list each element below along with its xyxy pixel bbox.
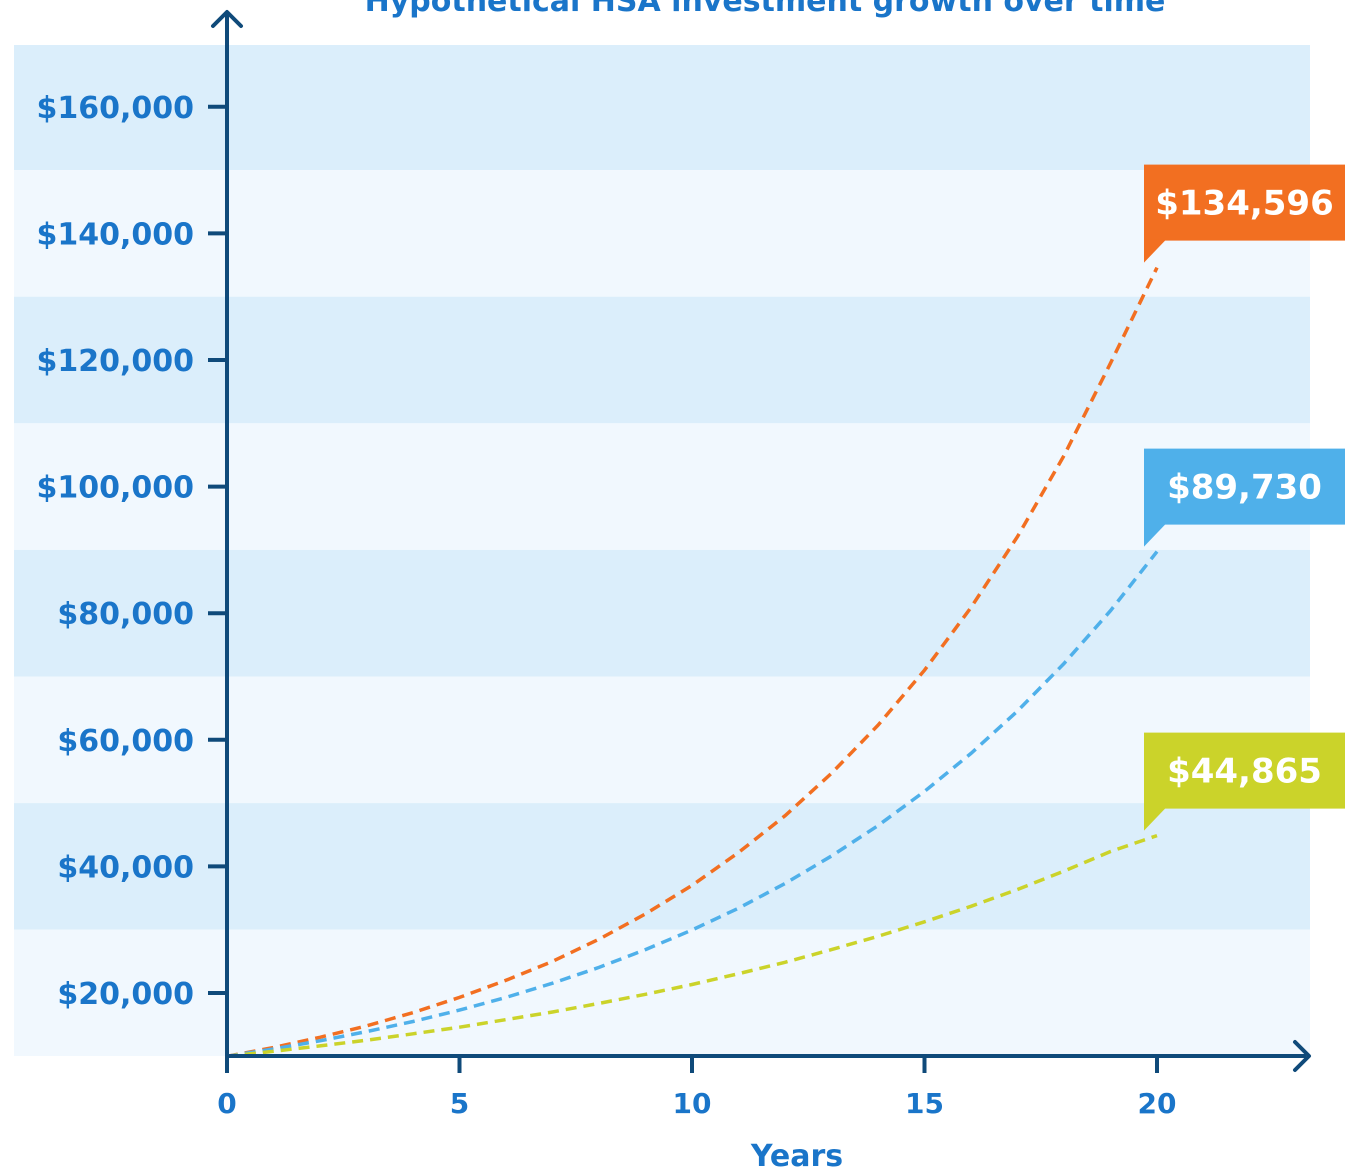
y-tick-label: $80,000 <box>57 597 194 632</box>
end-label-pointer <box>1144 807 1166 831</box>
end-label-pointer <box>1144 239 1166 263</box>
x-tick-label: 0 <box>217 1087 236 1120</box>
x-tick-label: 20 <box>1138 1087 1177 1120</box>
series-layer <box>226 266 1159 1059</box>
end-label-pointer <box>1144 523 1166 547</box>
y-tick-label: $40,000 <box>57 850 194 885</box>
x-ticks: 0 5 10 15 20 <box>217 1056 1176 1120</box>
axes <box>211 10 1311 1072</box>
x-tick-label: 15 <box>905 1087 944 1120</box>
end-label-3: $44,865 <box>1144 732 1345 831</box>
background-band <box>14 423 1310 550</box>
x-tick-label: 10 <box>673 1087 712 1120</box>
y-tick-label: $100,000 <box>36 471 194 506</box>
end-label-text: $44,865 <box>1167 752 1322 792</box>
x-axis-arrow <box>1293 1040 1311 1072</box>
end-label-box <box>1144 448 1345 525</box>
x-axis-title: Years <box>750 1139 843 1174</box>
chart-title: Hypothetical HSA investment growth over … <box>364 0 1166 19</box>
end-label-box <box>1144 164 1345 241</box>
background-band <box>14 929 1310 1056</box>
background-bands <box>14 45 1310 1056</box>
y-tick-label: $160,000 <box>36 91 194 126</box>
end-label-box <box>1144 732 1345 809</box>
end-label-text: $134,596 <box>1155 184 1334 224</box>
y-tick-label: $140,000 <box>36 217 194 252</box>
x-tick-label: 5 <box>450 1087 469 1120</box>
end-label-text: $89,730 <box>1167 468 1322 508</box>
end-labels: $134,596 $89,730 $44,865 <box>1144 164 1345 831</box>
y-ticks: $20,000 $40,000 $60,000 $80,000 $100,000 $120… <box>36 91 227 1012</box>
background-band <box>14 676 1310 804</box>
background-band <box>14 296 1310 424</box>
y-axis-arrow <box>211 10 243 28</box>
background-band <box>14 170 1310 297</box>
y-tick-label: $120,000 <box>36 344 194 379</box>
series-line-3 <box>226 833 1158 1059</box>
y-tick-label: $20,000 <box>57 977 194 1012</box>
end-label-1: $134,596 <box>1144 164 1345 263</box>
background-band <box>14 549 1310 677</box>
end-label-2: $89,730 <box>1144 448 1345 547</box>
background-band <box>14 45 1310 171</box>
background-band <box>14 803 1310 930</box>
series-line-2 <box>226 550 1159 1059</box>
y-tick-label: $60,000 <box>57 724 194 759</box>
